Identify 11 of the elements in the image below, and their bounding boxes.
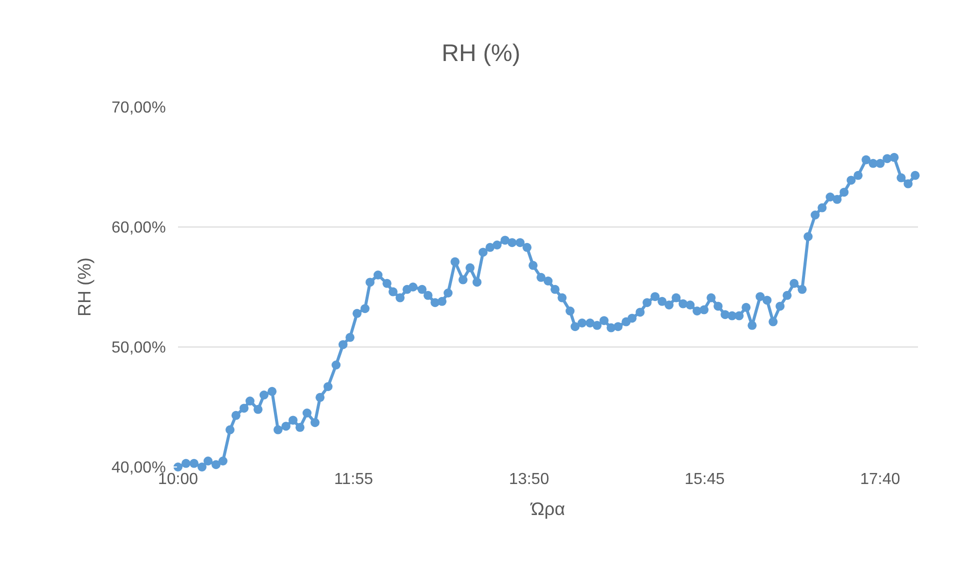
y-tick-label: 60,00%: [112, 220, 166, 237]
y-axis-title: RH (%): [74, 258, 95, 316]
y-tick-label: 70,00%: [112, 100, 166, 117]
chart-title: RH (%): [442, 40, 520, 67]
x-tick-label: 11:55: [334, 471, 374, 488]
x-axis-title: Ώρα: [530, 499, 566, 520]
x-tick-label: 15:45: [684, 471, 725, 488]
x-tick-label: 10:00: [158, 471, 198, 488]
y-tick-label: 50,00%: [112, 340, 166, 357]
x-tick-label: 13:50: [509, 471, 550, 488]
x-tick-label: 17:40: [860, 471, 900, 488]
